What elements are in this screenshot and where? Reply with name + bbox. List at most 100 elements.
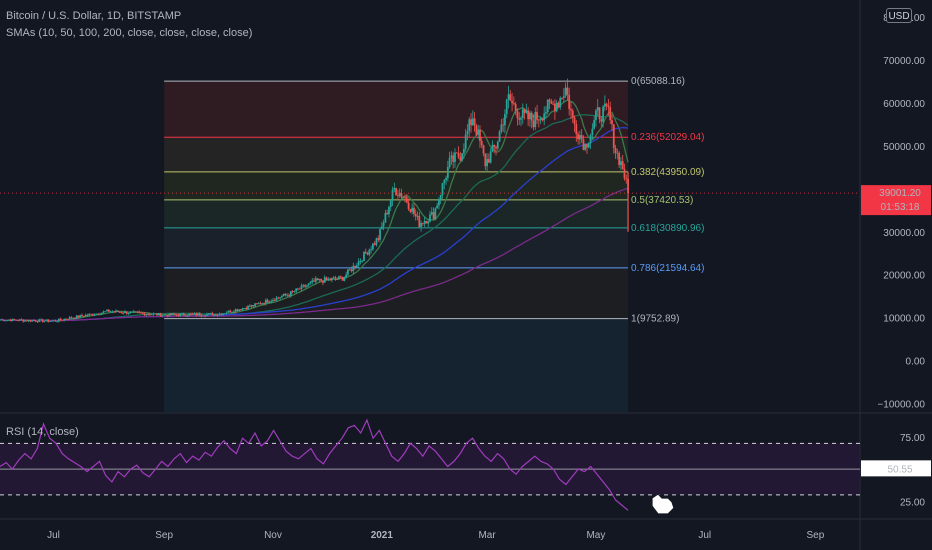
- candle-body: [20, 319, 23, 321]
- candle-body: [109, 311, 112, 313]
- candle-body: [511, 100, 513, 104]
- time-axis: Jul Sep Nov 2021 Mar May Jul Sep: [47, 530, 825, 541]
- candle-body: [459, 157, 462, 161]
- candle-body: [254, 303, 257, 307]
- candle-body: [68, 317, 71, 320]
- candle-body: [223, 313, 226, 315]
- candle-body: [159, 313, 162, 317]
- fib-labels: 0(65088.16) 0.236(52029.04) 0.382(43950.09…: [631, 76, 704, 324]
- last-price-tag: [861, 185, 931, 216]
- candle-body: [361, 260, 364, 262]
- candle-body: [214, 314, 217, 316]
- fib-level-label: 0.236(52029.04): [631, 132, 704, 143]
- candle-body: [320, 278, 323, 281]
- candle-body: [450, 155, 453, 158]
- candle-body: [571, 110, 574, 118]
- candle-body: [504, 114, 506, 126]
- sma-indicator-label[interactable]: SMAs (10, 50, 100, 200, close, close, cl…: [6, 27, 253, 39]
- candle-body: [530, 112, 533, 121]
- candle-body: [143, 313, 146, 316]
- candle-body: [314, 278, 317, 282]
- candle-body: [57, 318, 60, 322]
- rsi-pane: 75.00 25.00 50.55: [0, 418, 931, 511]
- candle-body: [455, 152, 458, 154]
- candle-body: [261, 303, 264, 305]
- candle-body: [578, 135, 581, 140]
- candle-body: [102, 311, 105, 313]
- candle-body: [386, 212, 389, 215]
- candle-body: [148, 314, 151, 316]
- candle-body: [573, 117, 576, 124]
- candle-body: [625, 178, 628, 180]
- candle-body: [477, 129, 480, 135]
- candle-body: [0, 319, 3, 321]
- candle-body: [206, 314, 208, 316]
- candle-body: [339, 276, 342, 278]
- candle-body: [266, 299, 269, 303]
- candle-body: [115, 310, 117, 312]
- candle-body: [256, 303, 258, 305]
- candle-body: [395, 188, 397, 196]
- candle-body: [454, 152, 456, 162]
- candle-body: [473, 118, 476, 126]
- fib-level-label: 0.5(37420.53): [631, 195, 693, 206]
- currency-badge[interactable]: USD: [886, 8, 912, 23]
- candle-body: [436, 205, 439, 209]
- candle-body: [405, 197, 408, 203]
- candle-body: [113, 311, 116, 313]
- candle-body: [66, 319, 69, 321]
- candle-body: [330, 277, 333, 281]
- candle-body: [52, 320, 55, 322]
- candle-body: [72, 317, 75, 319]
- fib-zone: [164, 199, 629, 228]
- candle-body: [150, 314, 153, 316]
- candle-body: [532, 120, 535, 128]
- candle-body: [548, 99, 551, 102]
- candle-body: [22, 319, 25, 322]
- candle-body: [38, 319, 41, 322]
- fib-zone: [164, 318, 629, 412]
- fib-level-label: 0.618(30890.96): [631, 223, 704, 234]
- candle-body: [213, 314, 216, 316]
- candle-body: [177, 314, 180, 316]
- candle-body: [388, 206, 390, 215]
- candle-body: [593, 120, 596, 129]
- candle-body: [227, 310, 230, 313]
- candle-body: [165, 314, 167, 316]
- sma-line: [0, 187, 629, 322]
- candle-body: [341, 277, 344, 281]
- candle-body: [273, 300, 276, 301]
- candle-body: [484, 153, 487, 167]
- candle-body: [413, 207, 415, 214]
- candle-body: [498, 131, 501, 142]
- candle-body: [286, 294, 289, 296]
- candle-body: [605, 103, 608, 106]
- candle-body: [195, 313, 198, 316]
- candle-body: [268, 302, 271, 303]
- candle-body: [95, 313, 98, 315]
- candle-body: [534, 112, 537, 128]
- candle-body: [127, 313, 130, 315]
- rsi-tick-label: 75.00: [900, 433, 925, 444]
- candle-body: [620, 161, 622, 165]
- candle-body: [257, 303, 260, 305]
- candle-body: [580, 135, 583, 140]
- candle-body: [586, 144, 588, 148]
- rsi-tick-label: 25.00: [900, 497, 925, 508]
- time-tick-label: Sep: [806, 530, 824, 541]
- candle-body: [509, 94, 512, 101]
- candle-body: [232, 311, 235, 313]
- candle-body: [75, 315, 78, 319]
- candle-body: [24, 320, 26, 322]
- candle-body: [222, 313, 224, 315]
- candle-body: [11, 318, 14, 322]
- candle-body: [345, 274, 348, 278]
- candle-body: [327, 278, 330, 280]
- candle-body: [138, 311, 141, 313]
- candle-body: [468, 119, 471, 132]
- candle-body: [140, 312, 142, 314]
- candle-body: [372, 243, 374, 250]
- candle-body: [99, 314, 101, 316]
- rsi-indicator-label[interactable]: RSI (14, close): [6, 426, 79, 438]
